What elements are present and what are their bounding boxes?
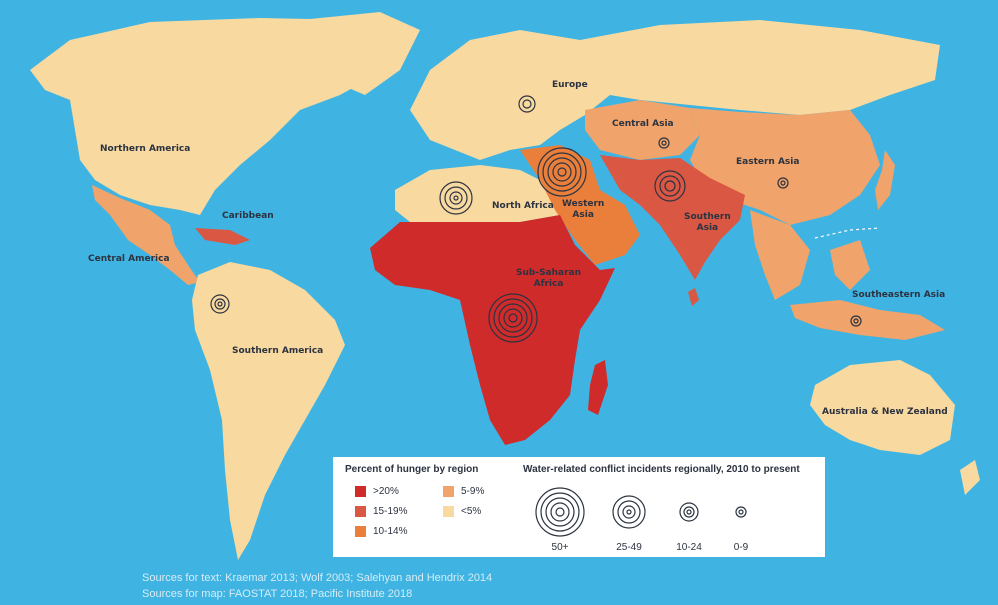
label-caribbean: Caribbean bbox=[222, 211, 274, 221]
conflict-marker-central-asia bbox=[658, 137, 670, 149]
hunger-item-15-19: 15-19% bbox=[355, 506, 407, 517]
label-north-africa: North Africa bbox=[492, 201, 554, 211]
conflict-marker-sub-saharan bbox=[488, 293, 538, 343]
conflict-markers bbox=[210, 95, 862, 343]
hunger-item-lt5: <5% bbox=[443, 506, 481, 517]
disputed-border-line bbox=[814, 227, 881, 239]
conflict-legend: Water-related conflict incidents regiona… bbox=[523, 464, 818, 553]
conflict-legend-rings bbox=[535, 487, 747, 537]
hunger-item-5-9: 5-9% bbox=[443, 486, 484, 497]
ring-0-9 bbox=[735, 506, 747, 518]
region-japan bbox=[875, 150, 895, 210]
region-australia-nz bbox=[810, 360, 980, 495]
region-madagascar bbox=[588, 360, 608, 415]
region-caribbean bbox=[195, 228, 250, 245]
label-australia-nz: Australia & New Zealand bbox=[822, 407, 948, 417]
region-northern-asia bbox=[580, 20, 940, 115]
label-western-asia: Western Asia bbox=[562, 199, 605, 220]
sources-text: Sources for text: Kraemar 2013; Wolf 200… bbox=[142, 572, 493, 584]
hunger-legend-title: Percent of hunger by region bbox=[345, 464, 479, 475]
region-north-africa bbox=[395, 165, 560, 222]
ring-50-plus bbox=[535, 487, 585, 537]
region-europe bbox=[410, 30, 620, 160]
swatch-15-19 bbox=[355, 506, 366, 517]
region-greenland bbox=[300, 12, 420, 95]
hunger-label-10-14: 10-14% bbox=[373, 526, 408, 537]
label-europe: Europe bbox=[552, 80, 588, 90]
swatch-5-9 bbox=[443, 486, 454, 497]
conflict-marker-western-asia bbox=[537, 147, 587, 197]
label-central-asia: Central Asia bbox=[612, 119, 674, 129]
conflict-marker-eastern-asia bbox=[777, 177, 789, 189]
ring-25-49 bbox=[612, 495, 646, 529]
conflict-label-10-24: 10-24 bbox=[676, 542, 702, 553]
hunger-label-lt5: <5% bbox=[461, 506, 482, 517]
region-northern-america bbox=[30, 18, 400, 215]
label-southeastern-asia: Southeastern Asia bbox=[852, 290, 946, 300]
swatch-gt20 bbox=[355, 486, 366, 497]
label-sub-saharan-africa: Sub-Saharan Africa bbox=[516, 268, 582, 289]
conflict-marker-europe bbox=[518, 95, 536, 113]
conflict-marker-southeastern-asia bbox=[850, 315, 862, 327]
region-southern-asia bbox=[600, 155, 745, 280]
region-southeastern-asia bbox=[750, 210, 945, 340]
region-central-america bbox=[92, 185, 200, 285]
swatch-10-14 bbox=[355, 526, 366, 537]
hunger-label-15-19: 15-19% bbox=[373, 506, 408, 517]
label-eastern-asia: Eastern Asia bbox=[736, 157, 800, 167]
hunger-label-gt20: >20% bbox=[373, 486, 399, 497]
swatch-lt5 bbox=[443, 506, 454, 517]
ring-10-24 bbox=[679, 502, 699, 522]
hunger-label-5-9: 5-9% bbox=[461, 486, 485, 497]
map-legend: Percent of hunger by region >20% 15-19% … bbox=[333, 457, 825, 557]
label-southern-america: Southern America bbox=[232, 346, 324, 356]
label-northern-america: Northern America bbox=[100, 144, 191, 154]
sources-map: Sources for map: FAOSTAT 2018; Pacific I… bbox=[142, 588, 413, 600]
label-southern-asia: Southern Asia bbox=[684, 212, 731, 233]
conflict-legend-title: Water-related conflict incidents regiona… bbox=[523, 464, 800, 475]
conflict-label-50-plus: 50+ bbox=[551, 542, 569, 553]
hunger-item-10-14: 10-14% bbox=[355, 526, 407, 537]
region-western-asia bbox=[520, 145, 640, 265]
label-central-america: Central America bbox=[88, 254, 170, 264]
region-central-asia bbox=[585, 100, 700, 160]
conflict-marker-southern-asia bbox=[654, 170, 686, 202]
region-southern-america bbox=[192, 262, 345, 560]
conflict-label-25-49: 25-49 bbox=[616, 542, 642, 553]
conflict-marker-southern-america bbox=[210, 294, 230, 314]
conflict-label-0-9: 0-9 bbox=[733, 542, 749, 553]
region-sri-lanka bbox=[688, 288, 699, 306]
conflict-marker-north-africa bbox=[439, 181, 473, 215]
hunger-item-gt20: >20% bbox=[355, 486, 399, 497]
hunger-legend: Percent of hunger by region >20% 15-19% … bbox=[345, 464, 515, 537]
